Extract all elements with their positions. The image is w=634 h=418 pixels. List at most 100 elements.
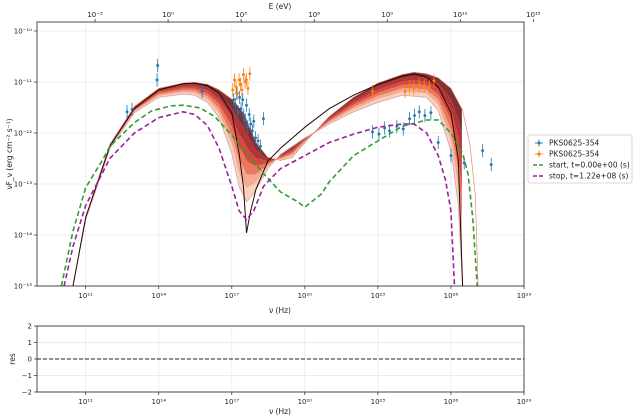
data-point-0 (155, 73, 159, 87)
band-dark-edge (72, 73, 464, 286)
marker (413, 114, 416, 117)
data-point-0 (449, 148, 453, 163)
marker (259, 144, 262, 148)
x-axis-label: ν (Hz) (269, 306, 291, 315)
model-band (72, 71, 479, 286)
data-point-0 (261, 112, 265, 126)
res-y-tick-label: −2 (22, 389, 32, 397)
data-point-1 (240, 83, 244, 97)
main-frame (36, 21, 525, 287)
data-point-0 (423, 108, 427, 123)
data-point-1 (248, 67, 252, 81)
y-tick-label: 10⁻¹⁰ (14, 27, 32, 35)
data-point-0 (408, 112, 412, 126)
series-line-2 (60, 104, 478, 286)
marker (252, 119, 256, 123)
data-point-0 (250, 124, 254, 138)
legend-swatch-marker (537, 141, 541, 145)
data-point-1 (422, 78, 426, 93)
y-tick-label: 10⁻¹¹ (14, 78, 32, 86)
y-tick-label: 10⁻¹³ (14, 180, 32, 188)
marker (432, 79, 436, 83)
band-upper-edge (72, 71, 479, 286)
data-point-0 (246, 120, 250, 134)
data-point-1 (412, 81, 416, 96)
res-x-tick-label: 10²⁶ (444, 398, 459, 406)
top-tick-label: 10⁻³ (87, 11, 103, 19)
marker (436, 141, 440, 144)
data-point-0 (244, 98, 248, 112)
y-tick-label: 10⁻¹⁵ (14, 283, 32, 291)
data-point-1 (234, 80, 238, 94)
marker (481, 149, 485, 153)
y-tick-label: 10⁻¹⁴ (14, 231, 32, 239)
marker (429, 111, 433, 115)
marker (256, 139, 260, 143)
data-point-1 (246, 81, 250, 96)
marker (236, 91, 239, 95)
data-point-0 (242, 108, 246, 123)
marker (262, 117, 265, 121)
data-point-0 (254, 131, 258, 145)
data-point-0 (258, 139, 262, 153)
top-x-axis-label: E (eV) (269, 2, 292, 11)
data-point-0 (249, 117, 253, 131)
marker (249, 122, 253, 126)
data-point-1 (417, 77, 421, 91)
res-y-tick-label: 2 (28, 323, 32, 331)
top-tick-label: 10¹² (453, 11, 468, 19)
marker (408, 117, 411, 121)
data-point-0 (238, 90, 242, 104)
data-point-0 (236, 105, 240, 119)
marker (248, 72, 252, 76)
marker (240, 88, 244, 92)
marker (245, 103, 248, 107)
data-point-0 (489, 157, 493, 172)
marker (233, 103, 237, 107)
data-point-0 (130, 102, 134, 117)
legend-label: PKS0625-354 (549, 150, 600, 159)
marker (395, 124, 399, 128)
data-point-0 (239, 102, 243, 116)
legend-label: start, t=0.00e+00 (s) (549, 161, 630, 170)
main-top-ticks: 10⁻³ 10⁰ 10³ 10⁶ 10⁹ 10¹² 10¹⁵ (87, 11, 541, 22)
marker (125, 110, 129, 114)
res-x-tick-label: 10¹⁴ (151, 398, 166, 406)
marker (383, 126, 387, 130)
marker (408, 85, 411, 89)
marker (417, 82, 421, 86)
marker (247, 113, 251, 116)
x-tick-label: 10²³ (371, 292, 386, 300)
data-point-0 (370, 125, 374, 139)
x-tick-label: 10¹⁴ (151, 292, 166, 300)
marker (489, 163, 493, 167)
data-point-1 (427, 80, 431, 94)
marker (254, 136, 258, 140)
data-point-0 (232, 93, 236, 107)
marker (250, 129, 254, 133)
marker (238, 95, 242, 99)
marker (422, 84, 426, 87)
marker (412, 86, 416, 90)
marker (239, 107, 243, 111)
res-y-tick-label: 1 (28, 339, 32, 347)
res-y-tick-label: 0 (28, 356, 32, 364)
data-point-0 (241, 93, 245, 107)
data-point-0 (436, 135, 440, 150)
res-x-tick-label: 10²³ (371, 398, 386, 406)
legend-swatch-marker (537, 152, 541, 156)
data-point-1 (408, 80, 412, 94)
residual-x-axis-label: ν (Hz) (269, 407, 291, 416)
x-tick-label: 10¹⁷ (225, 292, 240, 300)
marker (449, 154, 453, 158)
marker (388, 129, 391, 133)
y-tick-label: 10⁻¹² (14, 129, 32, 137)
data-point-0 (377, 127, 381, 141)
marker (246, 125, 250, 129)
data-point-1 (432, 74, 436, 88)
legend-box (527, 134, 633, 184)
marker (371, 90, 374, 93)
data-point-0 (429, 106, 433, 120)
data-point-0 (481, 144, 485, 158)
